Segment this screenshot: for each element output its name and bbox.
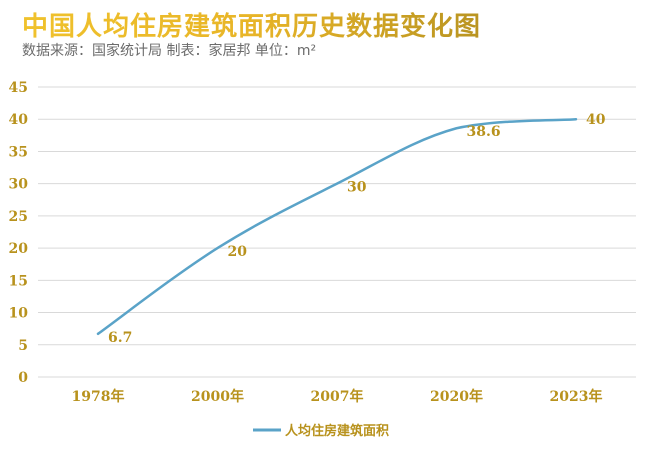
y-tick-label: 30 [9, 177, 29, 193]
series-line [96, 117, 578, 336]
legend-label[interactable]: 人均住房建筑面积 [285, 423, 389, 439]
y-tick-label: 40 [9, 112, 29, 128]
x-tick-label: 2007年 [311, 388, 364, 405]
y-tick-label: 25 [9, 209, 28, 225]
data-labels: 6.7 20 30 38.6 40 [108, 112, 606, 346]
data-label: 6.7 [108, 330, 132, 346]
y-tick-label: 0 [18, 370, 28, 386]
y-axis-ticks: 0 5 10 15 20 25 30 35 40 45 [9, 80, 29, 386]
x-tick-label: 2023年 [550, 388, 603, 405]
chart-subtitle: 数据来源：国家统计局 制表：家居邦 单位：m² [22, 43, 317, 59]
y-tick-label: 45 [9, 80, 28, 96]
chart-title: 中国人均住房建筑面积历史数据变化图 [22, 6, 481, 43]
y-tick-label: 35 [9, 144, 28, 160]
x-axis-ticks: 1978年 2000年 2007年 2020年 2023年 [72, 388, 603, 405]
x-tick-label: 2000年 [191, 388, 244, 405]
x-tick-label: 2020年 [430, 388, 483, 405]
data-label: 40 [586, 112, 606, 128]
y-tick-label: 5 [18, 338, 28, 354]
y-tick-label: 20 [9, 241, 29, 257]
y-tick-label: 15 [9, 273, 28, 289]
data-label: 38.6 [467, 124, 501, 140]
series-layer [96, 117, 578, 336]
y-tick-label: 10 [9, 306, 29, 322]
x-tick-label: 1978年 [72, 388, 125, 405]
data-label: 30 [347, 180, 367, 196]
legend[interactable]: 人均住房建筑面积 [253, 423, 389, 439]
data-label: 20 [228, 244, 248, 260]
